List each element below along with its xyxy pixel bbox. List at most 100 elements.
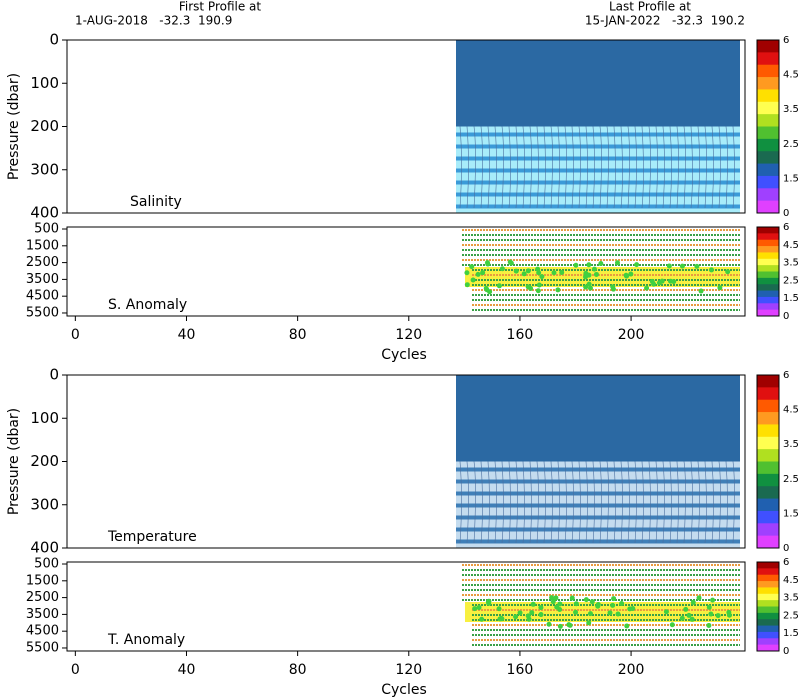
- field-dot: [472, 606, 478, 612]
- field-stripe: [456, 491, 740, 496]
- field-dot: [566, 622, 572, 628]
- x-tick-label: 0: [71, 662, 80, 678]
- colorbar-cell: [757, 271, 779, 279]
- field-stripe: [456, 515, 740, 520]
- field-contour: [473, 126, 476, 209]
- field-dot: [598, 261, 604, 267]
- field-dot: [589, 599, 595, 605]
- panel-label: T. Anomaly: [107, 632, 185, 648]
- field-dot: [666, 263, 672, 269]
- first-info: 1-AUG-2018 -32.3 190.9: [75, 14, 232, 28]
- field-dot: [668, 278, 674, 284]
- colorbar-cell: [757, 436, 779, 450]
- field-contour: [662, 461, 665, 544]
- colorbar-cell: [757, 387, 779, 401]
- field-dot: [595, 603, 601, 609]
- colorbar-cell: [757, 619, 779, 627]
- x-tick-label: 80: [289, 662, 307, 678]
- field-contour: [711, 461, 714, 544]
- field-dot: [651, 281, 657, 287]
- field-dot: [529, 610, 535, 616]
- field-dot: [553, 595, 559, 601]
- y-tick-label: 500: [34, 557, 59, 572]
- field-dot: [557, 623, 563, 629]
- field-contour: [641, 461, 644, 544]
- field-contour: [494, 126, 497, 209]
- colorbar-cell: [757, 252, 779, 260]
- field-contour: [683, 461, 686, 544]
- field-contour: [557, 461, 560, 544]
- field-dot: [530, 601, 536, 607]
- field-contour: [627, 126, 630, 209]
- field-dot: [470, 277, 476, 283]
- field-stripe: [456, 168, 740, 173]
- field-contour: [704, 126, 707, 209]
- field-contour: [529, 461, 532, 544]
- field-upper: [456, 375, 740, 462]
- field-dot: [708, 611, 714, 617]
- field-dot: [624, 623, 630, 629]
- field-dot: [483, 285, 489, 291]
- colorbar-tick-label: 2.5: [783, 474, 799, 485]
- colorbar-cell: [757, 638, 779, 646]
- x-axis-label: Cycles: [381, 347, 427, 363]
- field-dot: [663, 609, 669, 615]
- field-contour: [543, 461, 546, 544]
- field-dot: [573, 609, 579, 615]
- panel-label: Salinity: [130, 194, 182, 210]
- colorbar-cell: [757, 523, 779, 537]
- field-dot: [569, 595, 575, 601]
- colorbar-cell: [757, 126, 779, 140]
- field-dot: [725, 269, 731, 275]
- field-stripe: [456, 156, 740, 161]
- field-dot: [499, 266, 505, 272]
- colorbar-cell: [757, 625, 779, 633]
- field-contour: [634, 461, 637, 544]
- field-contour: [648, 126, 651, 209]
- field-contour: [725, 126, 728, 209]
- field-stripe: [456, 503, 740, 508]
- y-tick-label: 200: [30, 452, 59, 470]
- colorbar-cell: [757, 277, 779, 285]
- colorbar-cell: [757, 473, 779, 487]
- field-contour: [564, 126, 567, 209]
- colorbar-frame: [756, 226, 780, 317]
- field-stripe: [456, 144, 740, 149]
- y-tick-label: 5500: [26, 305, 59, 320]
- colorbar-tick-label: 2.5: [783, 610, 799, 621]
- field-dot: [708, 267, 714, 273]
- colorbar-cell: [757, 309, 779, 317]
- field-dot: [587, 285, 593, 291]
- field-dot: [679, 615, 685, 621]
- colorbar-cell: [757, 486, 779, 500]
- field-upper: [456, 40, 740, 127]
- field-stripe: [456, 467, 740, 472]
- field-contour: [662, 126, 665, 209]
- field-contour: [711, 126, 714, 209]
- field-contour: [494, 461, 497, 544]
- colorbar-cell: [757, 375, 779, 388]
- y-tick-label: 400: [30, 539, 59, 557]
- field-dot: [513, 268, 519, 274]
- field-dot: [619, 600, 625, 606]
- field-contour: [564, 461, 567, 544]
- field-stripe: [456, 539, 740, 544]
- field-contour: [627, 461, 630, 544]
- colorbar-frame: [756, 374, 780, 549]
- colorbar-cell: [757, 258, 779, 266]
- colorbar-cell: [757, 265, 779, 272]
- colorbar-tick-label: 1.5: [783, 293, 799, 304]
- field-dot: [593, 271, 599, 277]
- colorbar-tick-label: 4.5: [783, 575, 799, 586]
- field-dot: [573, 601, 579, 607]
- colorbar-cell: [757, 535, 779, 549]
- y-tick-label: 2500: [26, 590, 59, 605]
- x-tick-label: 160: [507, 327, 534, 343]
- field-dot: [587, 611, 593, 617]
- colorbar-cell: [757, 568, 779, 576]
- colorbar-tick-label: 1.5: [783, 508, 799, 519]
- field-dot: [496, 606, 502, 612]
- colorbar-cell: [757, 163, 779, 177]
- colorbar-tick-label: 0: [783, 311, 789, 322]
- x-tick-label: 120: [395, 327, 422, 343]
